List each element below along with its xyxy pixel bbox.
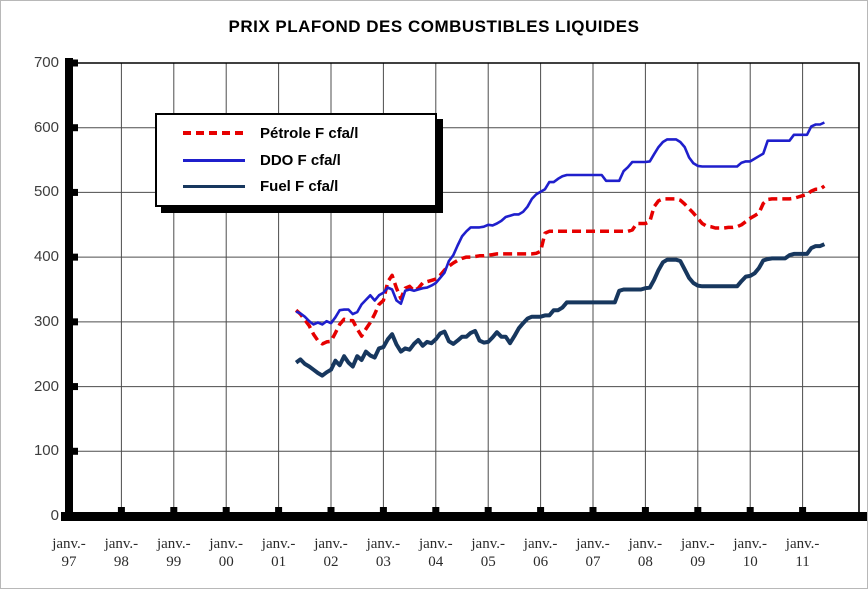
legend-label: Pétrole F cfa/l	[260, 124, 359, 142]
y-tick	[70, 59, 78, 67]
y-axis-line	[65, 58, 73, 521]
x-tick	[275, 507, 283, 514]
y-axis-label: 500	[33, 183, 59, 201]
x-axis-label: janv.- 01	[261, 536, 296, 570]
x-axis-label: janv.- 07	[576, 536, 610, 570]
legend-item-2: DDO F cfa/l	[183, 152, 435, 169]
legend-line-sample	[183, 131, 245, 136]
legend-item-3: Fuel F cfa/l	[183, 178, 435, 195]
x-axis-label: janv.- 10	[733, 536, 767, 570]
y-axis-label: 300	[33, 312, 59, 330]
x-axis-label: janv.- 05	[471, 536, 505, 570]
legend-line-sample	[183, 185, 245, 189]
x-tick	[641, 507, 649, 514]
x-tick	[589, 507, 597, 514]
legend-label: Fuel F cfa/l	[260, 178, 339, 196]
y-axis-label: 200	[33, 377, 59, 395]
x-tick	[327, 507, 335, 514]
x-tick	[432, 507, 440, 514]
legend-label: DDO F cfa/l	[260, 151, 341, 169]
x-axis-label: janv.- 09	[680, 536, 715, 570]
x-axis-label: janv.- 06	[523, 536, 558, 570]
y-axis-label: 0	[50, 507, 59, 524]
chart-legend: Pétrole F cfa/l DDO F cfa/l Fuel F cfa/l	[155, 113, 437, 207]
x-axis-label: janv.- 11	[785, 536, 820, 570]
x-axis-label: janv.- 99	[156, 536, 191, 570]
y-tick	[70, 512, 78, 520]
y-tick	[70, 318, 78, 326]
y-axis-label: 400	[33, 248, 59, 266]
x-axis-label: janv.- 98	[104, 536, 139, 570]
y-tick	[70, 253, 78, 261]
series-line-2	[295, 121, 825, 326]
x-axis-label: janv.- 00	[209, 536, 243, 570]
x-tick	[117, 507, 125, 514]
x-tick	[537, 507, 545, 514]
legend-item-1: Pétrole F cfa/l	[183, 125, 435, 142]
y-tick	[70, 188, 78, 196]
x-tick	[222, 507, 230, 514]
series-line-3	[294, 242, 826, 378]
y-axis-label: 100	[33, 442, 59, 460]
x-axis-line	[61, 512, 867, 521]
series-line-1	[294, 184, 826, 346]
x-axis-label: janv.- 02	[314, 536, 348, 570]
x-tick	[694, 507, 702, 514]
x-axis-label: janv.- 08	[628, 536, 663, 570]
x-axis-label: janv.- 03	[366, 536, 401, 570]
x-axis-label: janv.- 97	[52, 536, 86, 570]
x-tick	[746, 507, 754, 514]
y-axis-label: 700	[33, 54, 59, 71]
chart-title: PRIX PLAFOND DES COMBUSTIBLES LIQUIDES	[228, 17, 640, 36]
x-tick	[170, 507, 178, 514]
x-tick	[379, 507, 387, 514]
x-tick	[799, 507, 807, 514]
y-tick	[70, 383, 78, 391]
plot-frame	[69, 62, 860, 516]
y-tick	[70, 124, 78, 132]
y-tick	[70, 447, 78, 455]
y-axis-label: 600	[33, 118, 59, 136]
legend-line-sample	[183, 158, 245, 162]
x-tick	[484, 507, 492, 514]
x-axis-label: janv.- 04	[418, 536, 453, 570]
x-tick	[65, 507, 73, 514]
